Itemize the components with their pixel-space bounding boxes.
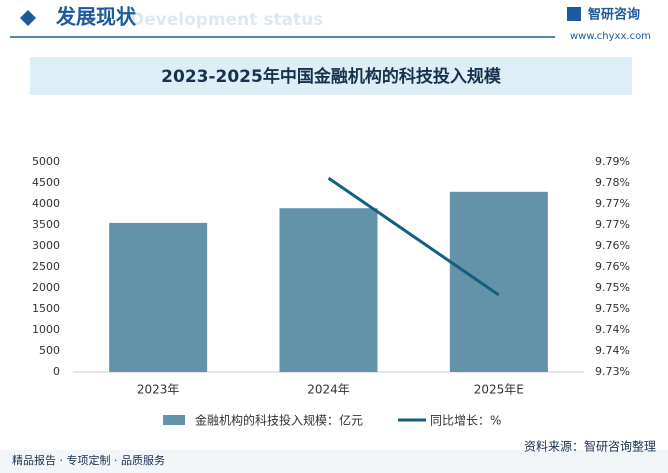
line [327,176,500,297]
y2-tick-label: 9.77% [595,197,630,210]
y2-tick-label: 9.74% [595,344,630,357]
header-subtitle: Development status [130,10,323,30]
legend-label: 同比增长：% [430,414,501,428]
brand-logo [567,7,581,21]
y-tick-label: 4500 [32,176,60,189]
y-tick-label: 3000 [32,239,60,252]
footer-slogan: 精品报告 · 专项定制 · 品质服务 [12,453,165,467]
title-box [30,57,632,95]
y-tick-label: 5000 [32,155,60,168]
bar [279,208,378,372]
y2-tick-label: 9.77% [595,218,630,231]
brand: 智研咨询 [588,7,640,23]
y2-tick-label: 9.78% [595,176,630,189]
y-tick-label: 2500 [32,260,60,273]
y-tick-label: 1000 [32,323,60,336]
source: 资料来源：智研咨询整理 [524,439,656,454]
y2-tick-label: 9.75% [595,281,630,294]
footer-bar [0,450,668,473]
x-tick-label: 2023年 [137,383,180,397]
y-tick-label: 0 [53,365,60,378]
header-icon [20,10,36,26]
y-tick-label: 500 [39,344,60,357]
y2-tick-label: 9.76% [595,260,630,273]
bar [109,222,208,372]
legend-swatch [163,415,185,425]
url: www.chyxx.com [570,31,651,42]
y-tick-label: 4000 [32,197,60,210]
y-tick-label: 2000 [32,281,60,294]
legend-label: 金融机构的科技投入规模：亿元 [195,413,363,428]
header-title: 发展现状 [55,5,137,29]
chart-title: 2023-2025年中国金融机构的科技投入规模 [161,66,502,87]
bar [449,191,548,372]
y2-tick-label: 9.74% [595,323,630,336]
y-tick-label: 1500 [32,302,60,315]
x-tick-label: 2025年E [474,383,524,397]
y2-tick-label: 9.79% [595,155,630,168]
y2-tick-label: 9.73% [595,365,630,378]
y2-tick-label: 9.75% [595,302,630,315]
y-tick-label: 3500 [32,218,60,231]
y2-tick-label: 9.76% [595,239,630,252]
x-tick-label: 2024年 [307,383,350,397]
